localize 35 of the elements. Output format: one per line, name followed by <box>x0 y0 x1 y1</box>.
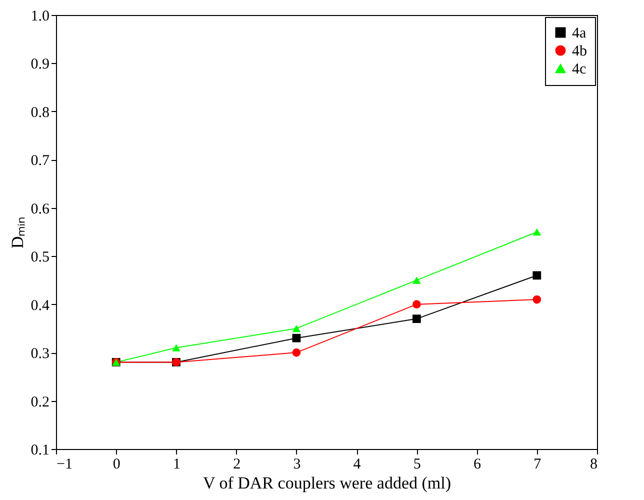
y-tick-label: 0.5 <box>30 250 50 266</box>
point <box>412 314 421 323</box>
point <box>172 344 180 352</box>
legend-label: 4a <box>572 26 586 42</box>
legend-label: 4c <box>572 62 586 78</box>
x-tick-label: −1 <box>56 456 72 472</box>
y-tick-label: 0.9 <box>30 56 50 73</box>
point <box>292 334 301 342</box>
y-tick-label: 0.2 <box>30 394 50 410</box>
point <box>532 228 542 236</box>
point <box>532 295 542 304</box>
point <box>412 276 421 284</box>
x-tick-label: 7 <box>534 456 542 472</box>
x-tick-label: 1 <box>172 456 180 472</box>
y-tick-label: 0.3 <box>30 346 50 362</box>
x-tick-label: 3 <box>293 456 301 472</box>
x-tick-label: 8 <box>590 456 598 472</box>
y-tick-label: 0.8 <box>30 104 50 121</box>
y-tick-label: 1.0 <box>30 8 50 24</box>
x-tick-label: 4 <box>353 456 362 472</box>
point <box>412 300 421 309</box>
x-tick-label: 0 <box>112 456 120 472</box>
legend-label: 4b <box>572 44 587 60</box>
x-tick-label: 6 <box>474 456 482 472</box>
y-tick-label: 0.1 <box>30 442 50 458</box>
x-tick-label: 2 <box>233 456 241 472</box>
y-tick-label: 0.7 <box>30 153 50 170</box>
point <box>292 348 301 357</box>
x-tick-label: 5 <box>413 456 421 472</box>
y-tick-label: 0.4 <box>30 298 50 314</box>
x-axis-title: V of DAR couplers were added (ml) <box>202 474 452 492</box>
y-axis-title: Dₘᵢₙ <box>8 216 27 249</box>
point <box>292 324 301 332</box>
y-tick-label: 0.6 <box>30 201 50 218</box>
point <box>532 271 542 280</box>
